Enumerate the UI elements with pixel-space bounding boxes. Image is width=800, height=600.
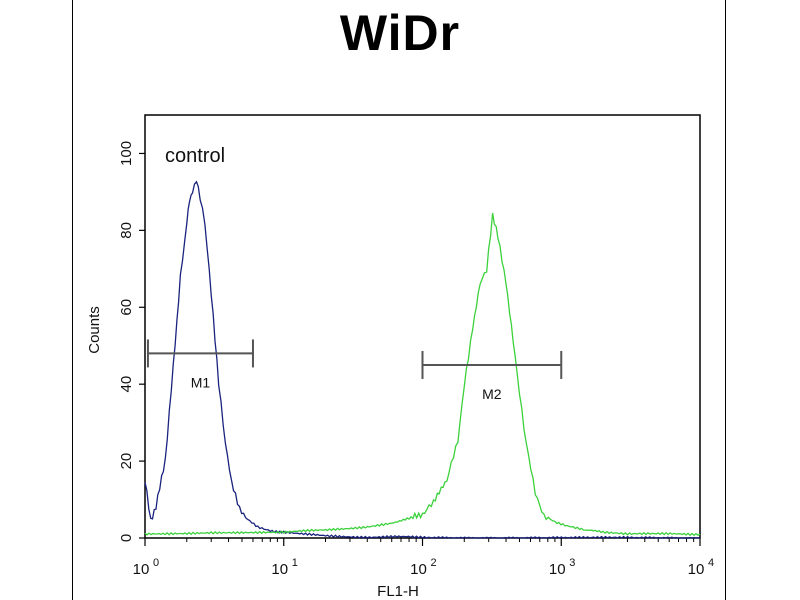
series-group [144,180,701,539]
marker-group: M1 M2 [146,339,563,402]
y-tick-label-80: 80 [118,222,135,239]
y-tick-label-20: 20 [118,453,135,470]
x-tick-label-4: 10 [688,561,705,578]
x-tick-exp-4: 4 [708,557,714,569]
chart-title: WiDr [339,5,461,61]
y-tick-label-100: 100 [118,141,135,166]
x-tick-exp-1: 1 [292,557,298,569]
plot-frame [144,114,701,539]
series-line-1 [144,212,701,537]
y-tick-label-60: 60 [118,299,135,316]
marker-label-m2: M2 [482,386,502,402]
x-tick-exp-2: 2 [431,557,437,569]
series-line-0 [144,180,701,539]
x-tick-label-1: 10 [271,561,288,578]
figure-border [72,0,726,600]
control-annotation: control [165,145,225,167]
x-tick-label-2: 10 [410,561,427,578]
x-tick-label-3: 10 [549,561,566,578]
y-axis-label: Counts [86,306,103,354]
x-tick-exp-0: 0 [153,557,159,569]
y-tick-label-0: 0 [118,534,135,542]
x-axis-label: FL1-H [377,583,419,600]
x-tick-exp-3: 3 [569,557,575,569]
marker-label-m1: M1 [191,374,211,390]
x-tick-label-0: 10 [133,561,150,578]
y-tick-label-40: 40 [118,376,135,393]
